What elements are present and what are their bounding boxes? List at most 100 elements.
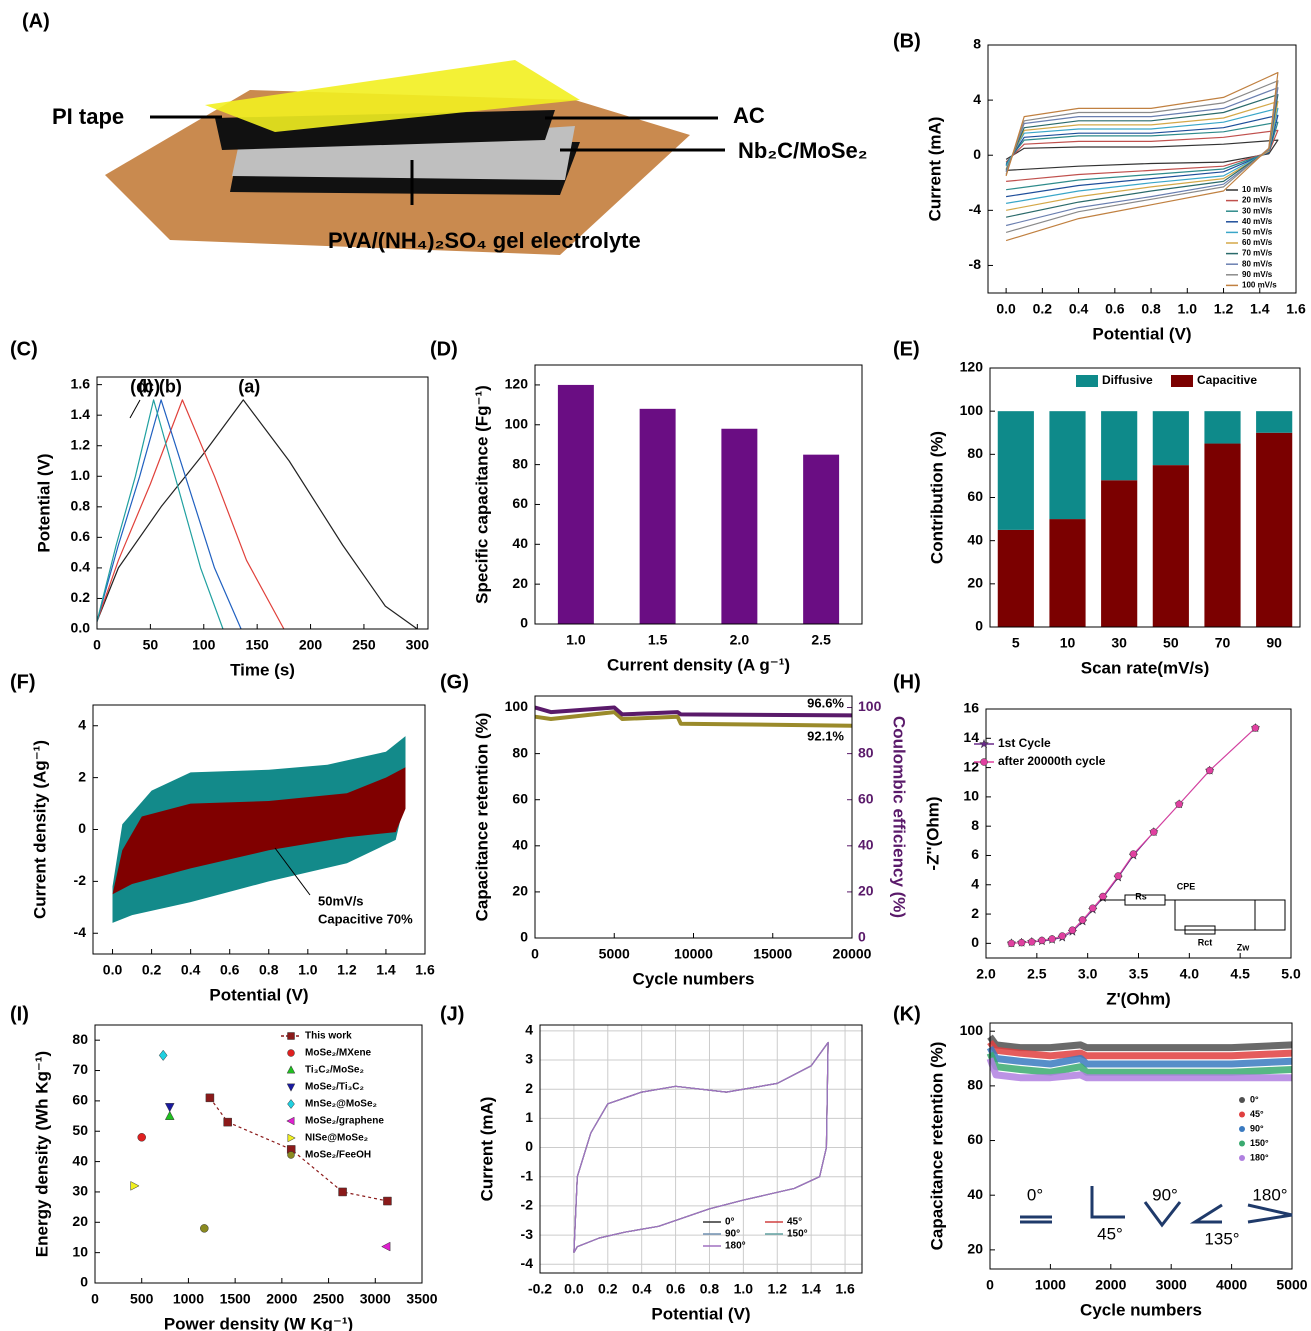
y-axis-title: -Z''(Ohm)	[923, 796, 942, 870]
marker	[980, 758, 988, 766]
legend-label: MoSe₂/FeeOH	[305, 1150, 371, 1161]
marker	[164, 1110, 175, 1120]
x-tick-label: 1.4	[376, 962, 396, 978]
marker	[1078, 916, 1087, 924]
legend-label: MoSe₂/MXene	[305, 1048, 372, 1059]
legend-label: MoSe₂/Ti₃C₂	[305, 1082, 364, 1093]
x-tick-label: 5000	[599, 946, 630, 962]
y2-tick-label: 20	[858, 883, 874, 899]
x-tick-label: 10000	[674, 946, 713, 962]
x-tick-label: 0.2	[1033, 301, 1053, 317]
line	[1005, 129, 1279, 182]
bend-icon	[1143, 1201, 1182, 1228]
panel-label: (D)	[430, 338, 458, 360]
legend-label: Ti₃C₂/MoSe₂	[305, 1065, 364, 1076]
marker	[381, 1241, 391, 1252]
marker	[1114, 872, 1122, 880]
marker	[1007, 939, 1016, 948]
marker	[286, 1145, 296, 1154]
x-tick-label: 2000	[1095, 1277, 1126, 1293]
x-tick-label: 0	[531, 946, 539, 962]
bend-icon	[1247, 1203, 1293, 1224]
y-tick-label: 1	[525, 1109, 533, 1125]
marker	[287, 1099, 295, 1109]
bar	[721, 428, 758, 624]
panel-label: (F)	[10, 671, 36, 693]
circuit-label: Rs	[1135, 891, 1147, 901]
x-tick-label: 250	[352, 637, 376, 653]
y-tick-label: -4	[521, 1255, 534, 1271]
y-axis-title: Capacitance retention (%)	[472, 713, 491, 922]
y-tick-label: 60	[967, 1131, 983, 1147]
y-axis-title: Potential (V)	[34, 453, 53, 552]
y-tick-label: 80	[967, 445, 983, 461]
panel-label: (A)	[22, 10, 50, 32]
legend-label: This work	[305, 1031, 352, 1042]
panel-label: (I)	[10, 1003, 29, 1025]
y-tick-label: 0.8	[71, 498, 91, 514]
line	[96, 399, 285, 630]
y-tick-label: 0.2	[71, 589, 91, 605]
y-tick-label: 40	[967, 531, 983, 547]
line	[534, 710, 853, 728]
line	[986, 1045, 1293, 1068]
line	[96, 399, 224, 630]
legend-label: 80 mV/s	[1242, 259, 1273, 268]
y-tick-label: 8	[971, 817, 979, 833]
marker	[1068, 926, 1077, 934]
y-tick-label: 20	[967, 575, 983, 591]
marker	[338, 1187, 347, 1197]
x-tick-label: 10	[1060, 635, 1076, 651]
y-tick-label: 60	[967, 488, 983, 504]
y-tick-label: 20	[512, 883, 528, 899]
y-axis-title: Contribution (%)	[927, 431, 946, 564]
x-tick-label: -0.2	[528, 1281, 552, 1297]
x-tick-label: 5	[1012, 635, 1020, 651]
legend-label: 10 mV/s	[1242, 185, 1273, 194]
x-tick-label: 2500	[313, 1291, 344, 1307]
line	[1005, 80, 1279, 233]
x-axis-title: Time (s)	[230, 660, 295, 679]
y-tick-label: 40	[512, 837, 528, 853]
bar	[1256, 432, 1293, 627]
panel-a: (A) PI tape AC Nb₂C/MoSe₂ PVA/(NH₄)₂SO₄ …	[22, 10, 868, 255]
x-tick-label: 0.4	[1069, 301, 1089, 317]
y-tick-label: 3	[525, 1051, 533, 1067]
y-tick-label: 0	[973, 146, 981, 162]
marker	[1058, 932, 1066, 940]
x-tick-label: 0.8	[700, 1281, 720, 1297]
x-tick-label: 1.0	[734, 1281, 754, 1297]
panel-label: (E)	[893, 338, 920, 360]
y-tick-label: -1	[521, 1167, 534, 1183]
y2-tick-label: 60	[858, 790, 874, 806]
y-tick-label: 2	[525, 1080, 533, 1096]
marker	[1017, 938, 1026, 947]
y-tick-label: 20	[512, 575, 528, 591]
x-tick-label: 1.2	[337, 962, 357, 978]
x-tick-label: 50	[1163, 635, 1179, 651]
x-tick-label: 0.6	[1105, 301, 1125, 317]
legend-label: Capacitive	[1197, 373, 1257, 387]
x-axis-title: Potential (V)	[209, 985, 308, 1004]
legend-label: 1st Cycle	[998, 736, 1051, 750]
x-tick-label: 70	[1215, 635, 1231, 651]
marker	[1129, 850, 1138, 858]
annotation: 50mV/s	[318, 893, 364, 908]
bar	[997, 411, 1034, 530]
marker	[287, 1049, 295, 1057]
y-tick-label: -2	[74, 872, 87, 888]
marker	[158, 1049, 168, 1061]
x-tick-label: 1500	[220, 1291, 251, 1307]
legend-label: 20 mV/s	[1242, 196, 1273, 205]
x-tick-label: 0.0	[996, 301, 1016, 317]
legend-swatch	[1171, 375, 1193, 387]
x-tick-label: 0.4	[632, 1281, 652, 1297]
y-tick-label: 100	[505, 415, 529, 431]
legend-label: MoSe₂/graphene	[305, 1116, 384, 1127]
y-tick-label: 1.4	[71, 406, 91, 422]
legend-label: Diffusive	[1102, 373, 1153, 387]
line	[96, 399, 418, 630]
y-tick-label: 1.2	[71, 436, 91, 452]
y-tick-label: 0	[520, 929, 528, 945]
x-tick-label: 4.0	[1180, 966, 1200, 982]
